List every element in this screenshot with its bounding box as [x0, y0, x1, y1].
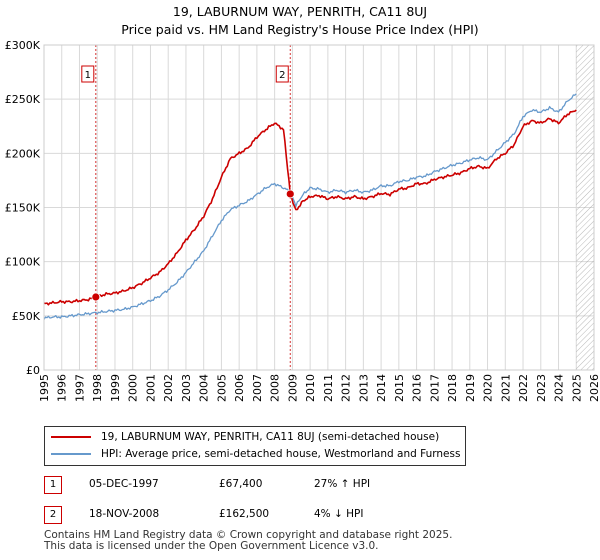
- transaction-row: 1 05-DEC-1997 £67,400 27% ↑ HPI: [44, 476, 464, 496]
- y-tick-label: £200K: [5, 147, 41, 160]
- x-tick-label: 2012: [340, 374, 353, 402]
- sale-point: [91, 292, 101, 302]
- x-tick-label: 2020: [482, 374, 495, 402]
- x-tick-label: 2023: [535, 374, 548, 402]
- x-tick-label: 2018: [446, 374, 459, 402]
- plot-border: [43, 44, 595, 371]
- transaction-date: 18-NOV-2008: [89, 508, 160, 520]
- x-tick-label: 2022: [517, 374, 530, 402]
- property-legend-label: 19, LABURNUM WAY, PENRITH, CA11 8UJ (sem…: [101, 431, 440, 443]
- footer-attribution: Contains HM Land Registry data © Crown c…: [44, 530, 452, 552]
- y-tick-label: £50K: [12, 310, 41, 323]
- transaction-marker-badge: 2: [44, 506, 62, 524]
- price-chart: 1 2 £0 £50K £100K £150K £200K £250K £300K 1995 19…: [5, 39, 600, 402]
- transaction-hpi-change: 4% ↓ HPI: [314, 508, 364, 520]
- x-tick-label: 2014: [375, 374, 388, 402]
- x-tick-label: 2019: [464, 374, 477, 402]
- x-tick-label: 1997: [73, 374, 86, 402]
- transaction-price: £67,400: [219, 478, 263, 490]
- y-tick-label: £100K: [5, 256, 41, 269]
- chart-title-line2: Price paid vs. HM Land Registry's House …: [121, 22, 479, 37]
- x-tick-label: 1996: [56, 374, 69, 402]
- property-price-line: [44, 109, 577, 306]
- y-tick-label: £0: [26, 364, 40, 377]
- sale-number-box: [81, 65, 95, 83]
- hpi-legend-swatch: [51, 453, 91, 455]
- x-tick-label: 1995: [38, 374, 51, 402]
- hpi-legend-label: HPI: Average price, semi-detached house,…: [101, 448, 461, 460]
- x-tick-label: 1999: [109, 374, 122, 402]
- chart-title-line1: 19, LABURNUM WAY, PENRITH, CA11 8UJ: [172, 4, 428, 19]
- property-legend-swatch: [51, 436, 91, 438]
- x-tick-label: 2025: [570, 374, 583, 402]
- x-tick-label: 2016: [411, 374, 424, 402]
- x-tick-label: 2003: [180, 374, 193, 402]
- transaction-row: 2 18-NOV-2008 £162,500 4% ↓ HPI: [44, 506, 464, 526]
- x-tick-label: 2007: [251, 374, 264, 402]
- x-tick-label: 2001: [144, 374, 157, 402]
- x-tick-label: 2017: [428, 374, 441, 402]
- x-tick-label: 2013: [357, 374, 370, 402]
- x-tick-label: 2024: [553, 374, 566, 402]
- sale-number-box: [275, 65, 289, 83]
- footer-line1: Contains HM Land Registry data © Crown c…: [44, 529, 453, 541]
- x-tick-label: 2015: [393, 374, 406, 402]
- x-tick-label: 2011: [322, 374, 335, 402]
- forecast-hatch-region: [576, 45, 594, 370]
- transaction-date: 05-DEC-1997: [89, 478, 159, 490]
- x-tick-label: 2009: [286, 374, 299, 402]
- transaction-hpi-change: 27% ↑ HPI: [314, 478, 371, 490]
- x-tick-label: 2004: [198, 374, 211, 402]
- x-tick-label: 2006: [233, 374, 246, 402]
- x-tick-label: 2005: [215, 374, 228, 402]
- sale-point: [285, 189, 295, 199]
- x-tick-label: 2010: [304, 374, 317, 402]
- sale-number-label: 2: [279, 70, 285, 81]
- transaction-marker-badge: 1: [44, 476, 62, 494]
- x-tick-label: 2021: [499, 374, 512, 402]
- y-tick-label: £250K: [5, 93, 41, 106]
- x-tick-label: 2002: [162, 374, 175, 402]
- transaction-price: £162,500: [219, 508, 270, 520]
- x-tick-label: 1998: [91, 374, 104, 402]
- chart-legend: 19, LABURNUM WAY, PENRITH, CA11 8UJ (sem…: [44, 426, 466, 466]
- x-tick-label: 2000: [127, 374, 140, 402]
- footer-line2: This data is licensed under the Open Gov…: [44, 540, 379, 552]
- y-tick-label: £150K: [5, 202, 41, 215]
- hpi-line: [44, 93, 577, 320]
- x-tick-label: 2026: [588, 374, 600, 402]
- x-tick-label: 2008: [269, 374, 282, 402]
- sale-number-label: 1: [85, 70, 91, 81]
- y-tick-label: £300K: [5, 39, 41, 52]
